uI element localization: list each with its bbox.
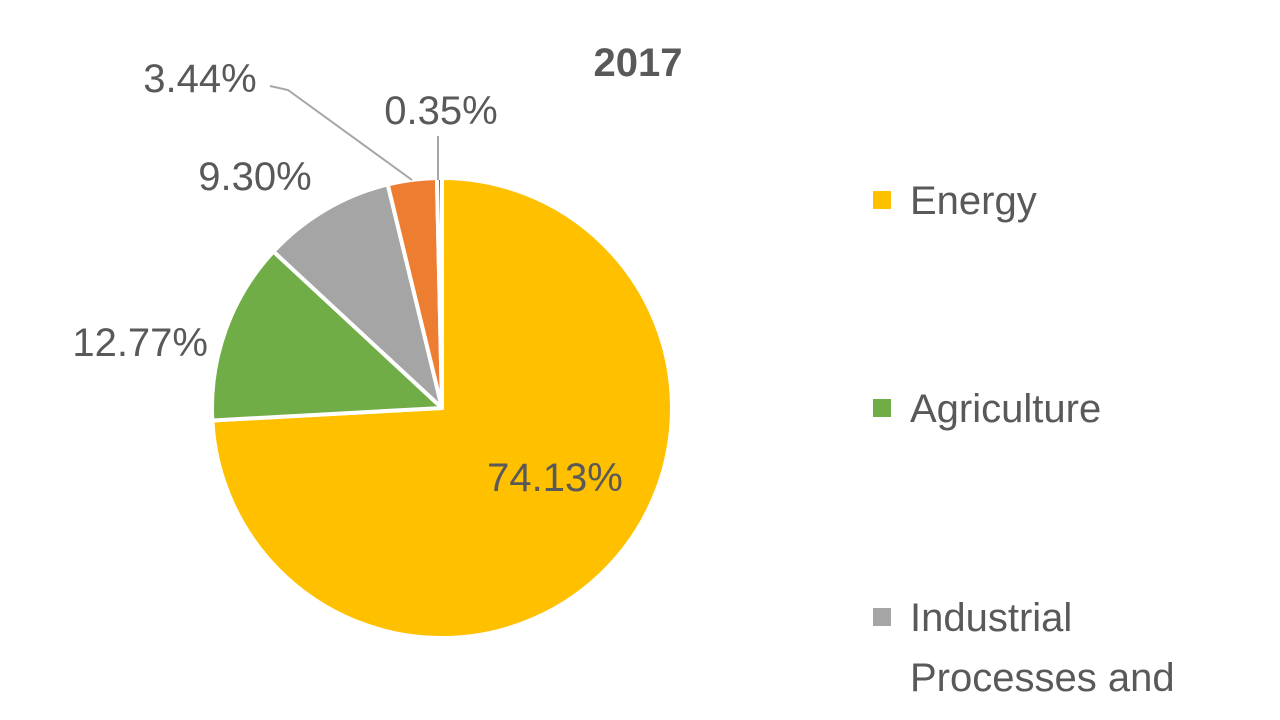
legend: Energy Agriculture Industrial Processes and (873, 179, 1175, 700)
legend-item-0: Energy (873, 179, 1037, 223)
legend-swatch (873, 399, 891, 417)
data-label-2: 9.30% (198, 155, 311, 199)
legend-label: Agriculture (910, 387, 1101, 431)
legend-item-2: Industrial Processes and (873, 596, 1175, 700)
data-labels: 74.13% 12.77% 9.30% 3.44% 0.35% (72, 57, 623, 500)
pie-slices (210, 176, 674, 640)
legend-swatch (873, 608, 891, 626)
pie-slice-agriculture (210, 249, 444, 423)
legend-label: Energy (910, 179, 1037, 223)
leader-line-3.44 (269, 85, 413, 181)
legend-swatch (873, 191, 891, 209)
pie-slice-other-4 (434, 176, 444, 410)
legend-item-1: Agriculture (873, 387, 1101, 431)
data-label-0: 74.13% (487, 456, 623, 500)
data-label-3: 3.44% (143, 57, 256, 101)
leader-lines (269, 85, 439, 181)
data-label-4: 0.35% (384, 89, 497, 133)
chart-title: 2017 (594, 41, 683, 85)
legend-label: Industrial (910, 596, 1072, 640)
data-label-1: 12.77% (72, 321, 208, 365)
legend-label: Processes and (910, 656, 1175, 700)
